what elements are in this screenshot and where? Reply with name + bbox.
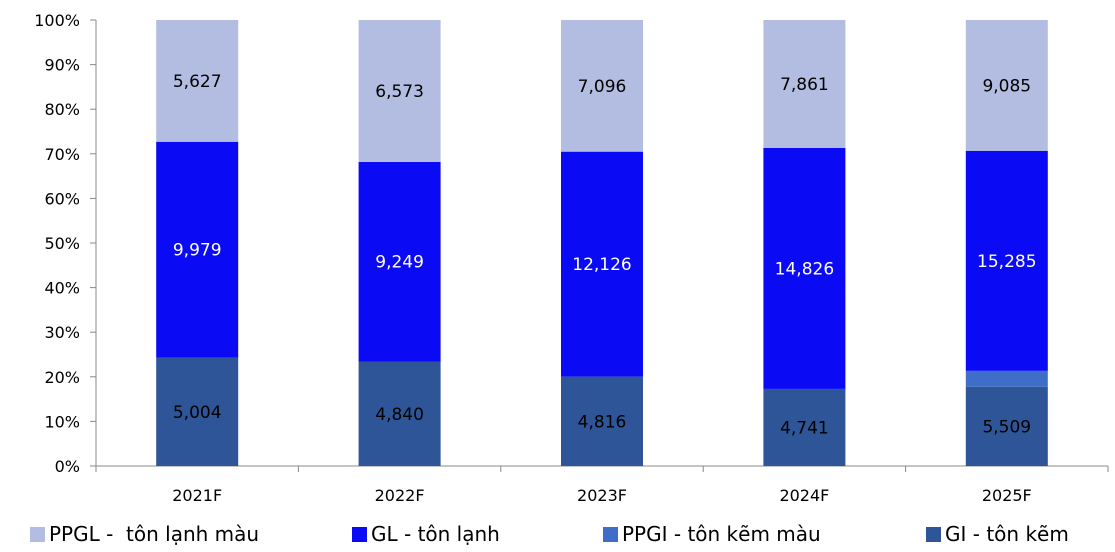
x-tick-label: 2024F	[779, 486, 829, 505]
y-tick-label: 20%	[44, 368, 80, 387]
legend-label: GL - tôn lạnh	[371, 522, 500, 546]
legend-label: PPGL - tôn lạnh màu	[49, 522, 260, 546]
legend-swatch	[926, 526, 941, 542]
bar-segment	[156, 141, 239, 358]
bar-segment	[965, 150, 1048, 371]
data-label: 4,816	[578, 412, 627, 432]
axes: 0% 10% 20% 30% 40% 50% 60% 70% 80% 90% 100% 2021F 20…	[34, 11, 1109, 505]
bar-segment	[156, 20, 239, 142]
data-label: 4,741	[780, 418, 829, 438]
y-tick-label: 30%	[44, 323, 80, 342]
legend-swatch	[603, 526, 618, 542]
y-tick-label: 100%	[34, 11, 80, 30]
bar-segment	[561, 151, 643, 377]
bar-segment	[358, 161, 441, 362]
y-tick-label: 0%	[55, 457, 80, 476]
data-label: 12,126	[572, 255, 631, 275]
bar-segment	[965, 386, 1048, 466]
bar-segment	[763, 20, 846, 148]
legend-item: GL - tôn lạnh	[352, 522, 500, 546]
legend-swatch	[352, 526, 367, 542]
x-tick-label: 2022F	[375, 486, 425, 505]
bar-segment	[358, 20, 441, 162]
legend-label: GI - tôn kẽm	[945, 522, 1069, 546]
bar-segment	[965, 20, 1048, 151]
stacked-bar-chart: 0% 10% 20% 30% 40% 50% 60% 70% 80% 90% 100% 2021F 20…	[34, 11, 1109, 505]
data-label: 5,509	[982, 417, 1031, 437]
legend-item: GI - tôn kẽm	[926, 522, 1069, 546]
data-label: 15,285	[977, 252, 1036, 272]
data-labels: 5,004 9,979 5,627 4,840 9,249 6,573 4,816 12,12…	[173, 72, 1037, 439]
legend-swatch	[30, 526, 45, 542]
bar-segment	[561, 376, 643, 466]
data-label: 7,861	[780, 75, 829, 95]
x-tick-label: 2021F	[172, 486, 222, 505]
data-label: 4,840	[375, 405, 424, 425]
y-tick-label: 70%	[44, 145, 80, 164]
y-tick-label: 80%	[44, 100, 80, 119]
bar-segment	[561, 20, 643, 152]
bar-segment	[358, 361, 441, 466]
data-label: 7,096	[578, 77, 627, 97]
bar-segment	[965, 370, 1048, 387]
legend-label: PPGI - tôn kẽm màu	[622, 522, 821, 546]
data-label: 5,627	[173, 72, 222, 92]
bar-segment	[156, 357, 239, 466]
data-label: 14,826	[775, 259, 834, 279]
legend: PPGL - tôn lạnh màu GL - tôn lạnh PPGI - t…	[0, 522, 1115, 552]
data-label: 6,573	[375, 82, 424, 102]
y-tick-label: 10%	[44, 412, 80, 431]
data-label: 5,004	[173, 403, 222, 423]
x-tick-label: 2025F	[982, 486, 1032, 505]
x-tick-label: 2023F	[577, 486, 627, 505]
y-tick-label: 60%	[44, 189, 80, 208]
bar-segment	[763, 147, 846, 389]
data-label: 9,979	[173, 241, 222, 261]
legend-item: PPGI - tôn kẽm màu	[603, 522, 821, 546]
y-tick-label: 90%	[44, 56, 80, 75]
data-label: 9,085	[982, 76, 1031, 96]
bar-segment	[763, 388, 846, 466]
y-tick-label: 40%	[44, 279, 80, 298]
legend-item: PPGL - tôn lạnh màu	[30, 522, 259, 546]
y-tick-label: 50%	[44, 234, 80, 253]
bars	[156, 20, 1048, 466]
data-label: 9,249	[375, 253, 424, 273]
